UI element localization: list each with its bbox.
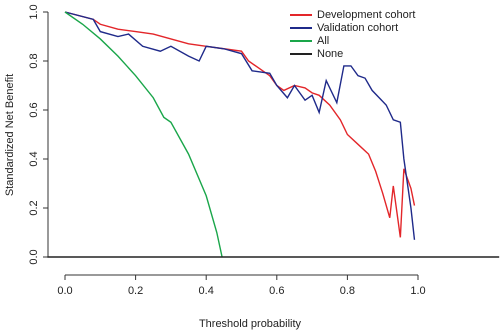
y-tick-label: 0.2 [28, 200, 40, 215]
legend-label: Validation cohort [317, 22, 398, 34]
y-axis-label: Standardized Net Benefit [4, 74, 16, 196]
legend-label: Development cohort [317, 9, 415, 21]
y-tick-label: 1.0 [28, 4, 40, 19]
x-axis-label: Threshold probability [199, 318, 302, 330]
y-tick-label: 0.4 [28, 151, 40, 166]
x-tick-label: 0.2 [128, 285, 143, 297]
legend-label: None [317, 48, 343, 60]
series-line [64, 11, 416, 240]
y-tick-label: 0.0 [28, 249, 40, 264]
x-tick-label: 1.0 [410, 285, 425, 297]
x-tick-label: 0.8 [340, 285, 355, 297]
legend-label: All [317, 35, 329, 47]
x-tick-label: 0.0 [57, 285, 72, 297]
series-line [64, 11, 223, 258]
x-tick-label: 0.4 [199, 285, 214, 297]
y-tick-label: 0.6 [28, 102, 40, 117]
y-tick-label: 0.8 [28, 53, 40, 68]
x-tick-label: 0.6 [269, 285, 284, 297]
series-line [64, 11, 416, 238]
